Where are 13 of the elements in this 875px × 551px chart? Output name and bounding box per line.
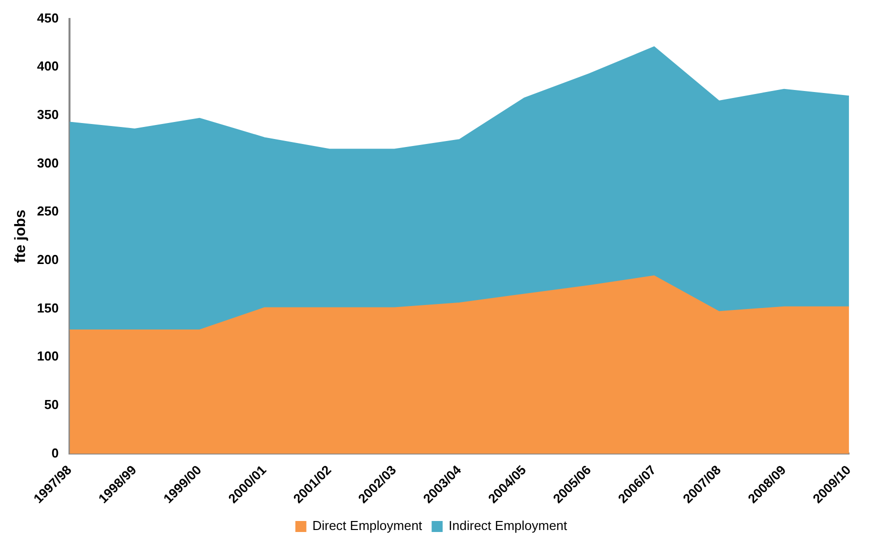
y-tick-label: 50 — [44, 396, 59, 412]
legend-label: Indirect Employment — [448, 518, 568, 534]
y-tick-label: 0 — [51, 445, 59, 460]
y-tick-label: 100 — [36, 348, 59, 364]
y-axis-title: fte jobs — [12, 210, 30, 263]
y-tick-label: 200 — [36, 252, 59, 268]
y-tick-label: 300 — [36, 155, 59, 170]
y-tick-label: 250 — [36, 204, 59, 219]
y-tick-label: 450 — [36, 10, 59, 26]
y-tick-label: 400 — [36, 58, 59, 74]
legend-label: Direct Employment — [312, 518, 423, 534]
y-tick-label: 350 — [36, 107, 59, 122]
y-tick-label: 150 — [36, 300, 59, 316]
